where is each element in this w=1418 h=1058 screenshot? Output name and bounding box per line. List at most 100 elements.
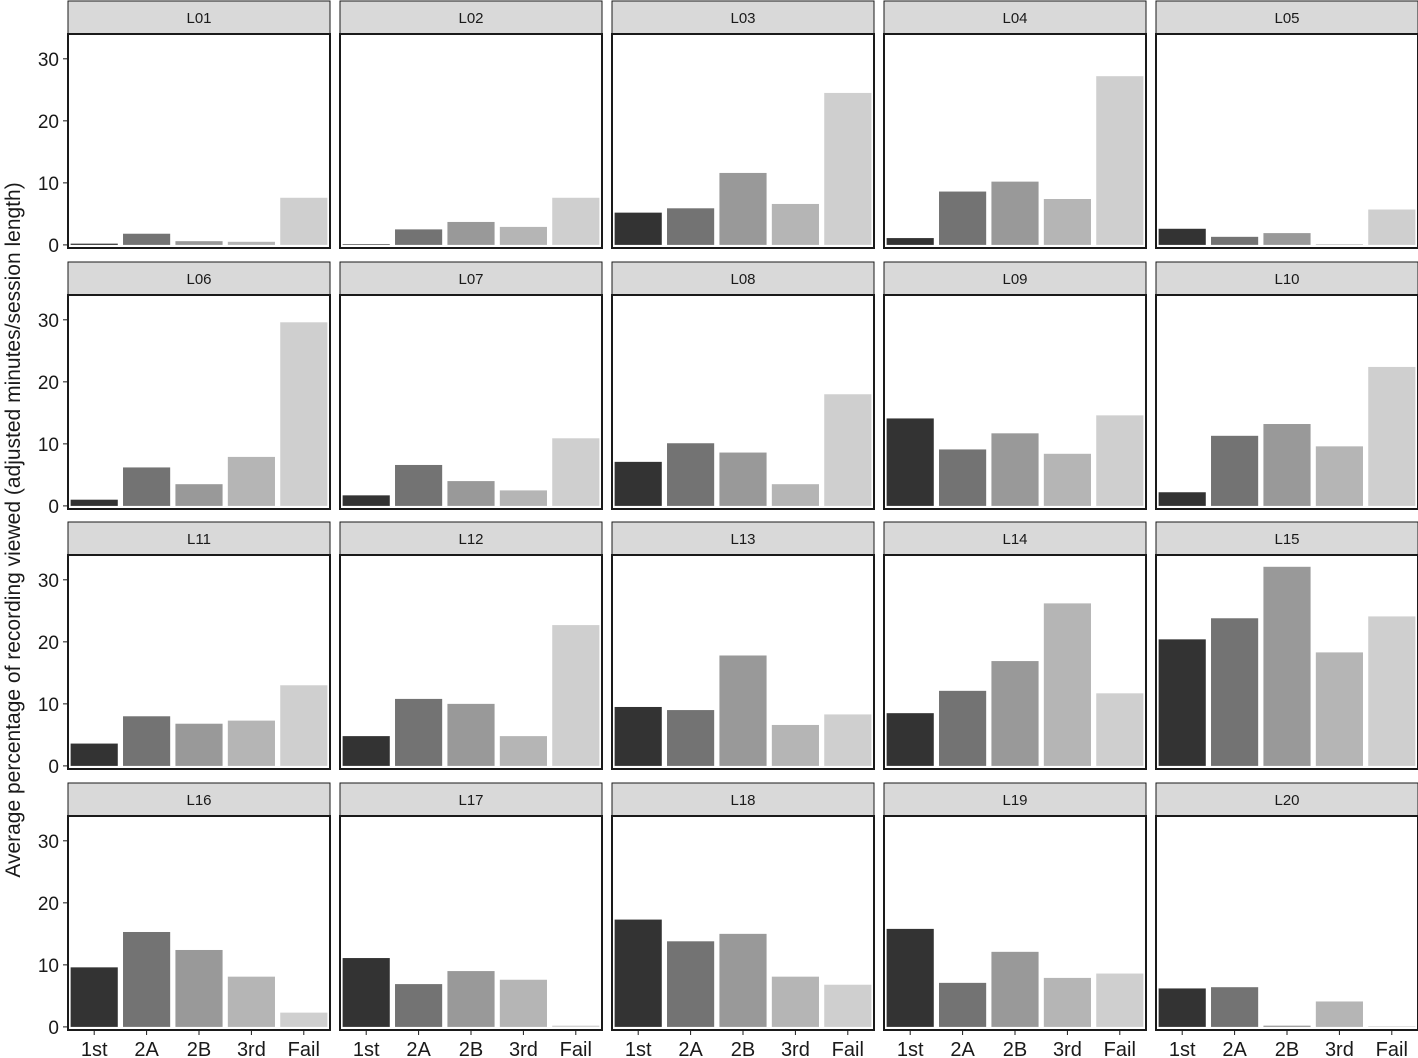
panel-strip <box>67 0 331 35</box>
bar-fail <box>824 984 872 1027</box>
bar-1st <box>886 928 934 1027</box>
bar-1st <box>70 499 118 506</box>
bar-1st <box>614 212 662 245</box>
panel-strip-label: L20 <box>1274 792 1299 809</box>
x-tick-label: 2B <box>187 1039 211 1058</box>
y-tick-label: 20 <box>38 373 59 394</box>
panel-strip <box>1155 261 1418 296</box>
x-tick-label: 2B <box>731 1039 755 1058</box>
x-tick-label: 2A <box>134 1039 159 1058</box>
y-tick-label: 20 <box>38 112 59 133</box>
bar-2b <box>1263 1025 1311 1027</box>
y-tick-label: 30 <box>38 832 59 853</box>
bar-1st <box>342 958 390 1027</box>
bar-2b <box>719 655 767 766</box>
y-tick-label: 10 <box>38 956 59 977</box>
panel-strip-label: L12 <box>458 531 483 548</box>
bar-fail <box>280 685 328 766</box>
y-tick-label: 30 <box>38 50 59 71</box>
x-tick-label: Fail <box>832 1039 864 1058</box>
panel-strip <box>883 782 1147 817</box>
bar-1st <box>70 243 118 245</box>
x-tick-label: Fail <box>288 1039 320 1058</box>
bar-3rd <box>771 484 819 506</box>
bar-1st <box>614 919 662 1027</box>
y-tick-label: 10 <box>38 435 59 456</box>
x-tick-label: 3rd <box>237 1039 266 1058</box>
panel-strip-label: L17 <box>458 792 483 809</box>
panel-strip <box>339 0 603 35</box>
panel-strip-label: L18 <box>730 792 755 809</box>
x-tick-label: 2B <box>1003 1039 1027 1058</box>
x-tick-label: 2B <box>1275 1039 1299 1058</box>
panel-strip <box>339 521 603 556</box>
y-tick-label: 20 <box>38 894 59 915</box>
bar-2b <box>1263 233 1311 245</box>
bar-2a <box>939 449 987 506</box>
bar-fail <box>1096 973 1144 1027</box>
x-tick-label: Fail <box>560 1039 592 1058</box>
panel-l17: L17 1st 2A 2B 3rd Fail <box>339 782 603 1058</box>
bar-1st <box>1158 228 1206 245</box>
bar-1st <box>614 461 662 506</box>
bar-3rd <box>1043 603 1091 766</box>
bar-fail <box>552 625 600 766</box>
bar-3rd <box>227 456 275 506</box>
bar-2a <box>939 982 987 1027</box>
panel-strip-label: L07 <box>458 271 483 288</box>
y-axis-label: Average percentage of recording viewed (… <box>2 182 25 877</box>
bar-2a <box>123 931 171 1027</box>
panel-strip-label: L02 <box>458 10 483 27</box>
bar-fail <box>1368 366 1416 506</box>
y-tick-label: 0 <box>48 757 59 778</box>
panel-l08: L08 <box>611 261 875 510</box>
panel-strip <box>339 261 603 296</box>
bar-2b <box>1263 424 1311 506</box>
x-tick-label: Fail <box>1376 1039 1408 1058</box>
y-tick-label: 20 <box>38 633 59 654</box>
bar-fail <box>1368 209 1416 245</box>
bar-fail <box>552 197 600 245</box>
panel-strip <box>611 521 875 556</box>
bar-2b <box>175 723 223 766</box>
panel-strip <box>611 261 875 296</box>
y-tick-label: 30 <box>38 311 59 332</box>
bar-2a <box>1211 618 1259 766</box>
bar-fail <box>1096 415 1144 506</box>
bar-3rd <box>771 724 819 766</box>
x-tick-label: 2A <box>406 1039 431 1058</box>
panel-strip <box>883 0 1147 35</box>
bar-3rd <box>1043 977 1091 1027</box>
bar-2a <box>123 233 171 245</box>
bar-3rd <box>1315 244 1363 245</box>
bar-fail <box>552 438 600 506</box>
x-tick-label: 2A <box>950 1039 975 1058</box>
bar-2a <box>395 984 443 1027</box>
panel-l07: L07 <box>339 261 603 510</box>
panel-l15: L15 <box>1155 521 1418 770</box>
bar-fail <box>280 322 328 506</box>
x-tick-label: 1st <box>897 1039 924 1058</box>
bar-1st <box>1158 639 1206 766</box>
bar-1st <box>1158 492 1206 506</box>
bar-3rd <box>1043 199 1091 245</box>
panel-strip <box>67 521 331 556</box>
x-tick-label: Fail <box>1104 1039 1136 1058</box>
bar-3rd <box>771 976 819 1027</box>
y-tick-label: 10 <box>38 695 59 716</box>
bar-2a <box>1211 435 1259 506</box>
bar-fail <box>824 714 872 766</box>
x-tick-label: 1st <box>1169 1039 1196 1058</box>
bar-2b <box>719 452 767 506</box>
x-tick-label: 3rd <box>509 1039 538 1058</box>
panel-strip-label: L06 <box>186 271 211 288</box>
panel-strip-label: L03 <box>730 10 755 27</box>
panel-l12: L12 <box>339 521 603 770</box>
y-tick-label: 30 <box>38 571 59 592</box>
x-tick-label: 2B <box>459 1039 483 1058</box>
bar-2b <box>447 703 495 766</box>
bar-2a <box>667 941 715 1027</box>
bar-2b <box>719 933 767 1027</box>
bar-fail <box>1368 1026 1416 1027</box>
